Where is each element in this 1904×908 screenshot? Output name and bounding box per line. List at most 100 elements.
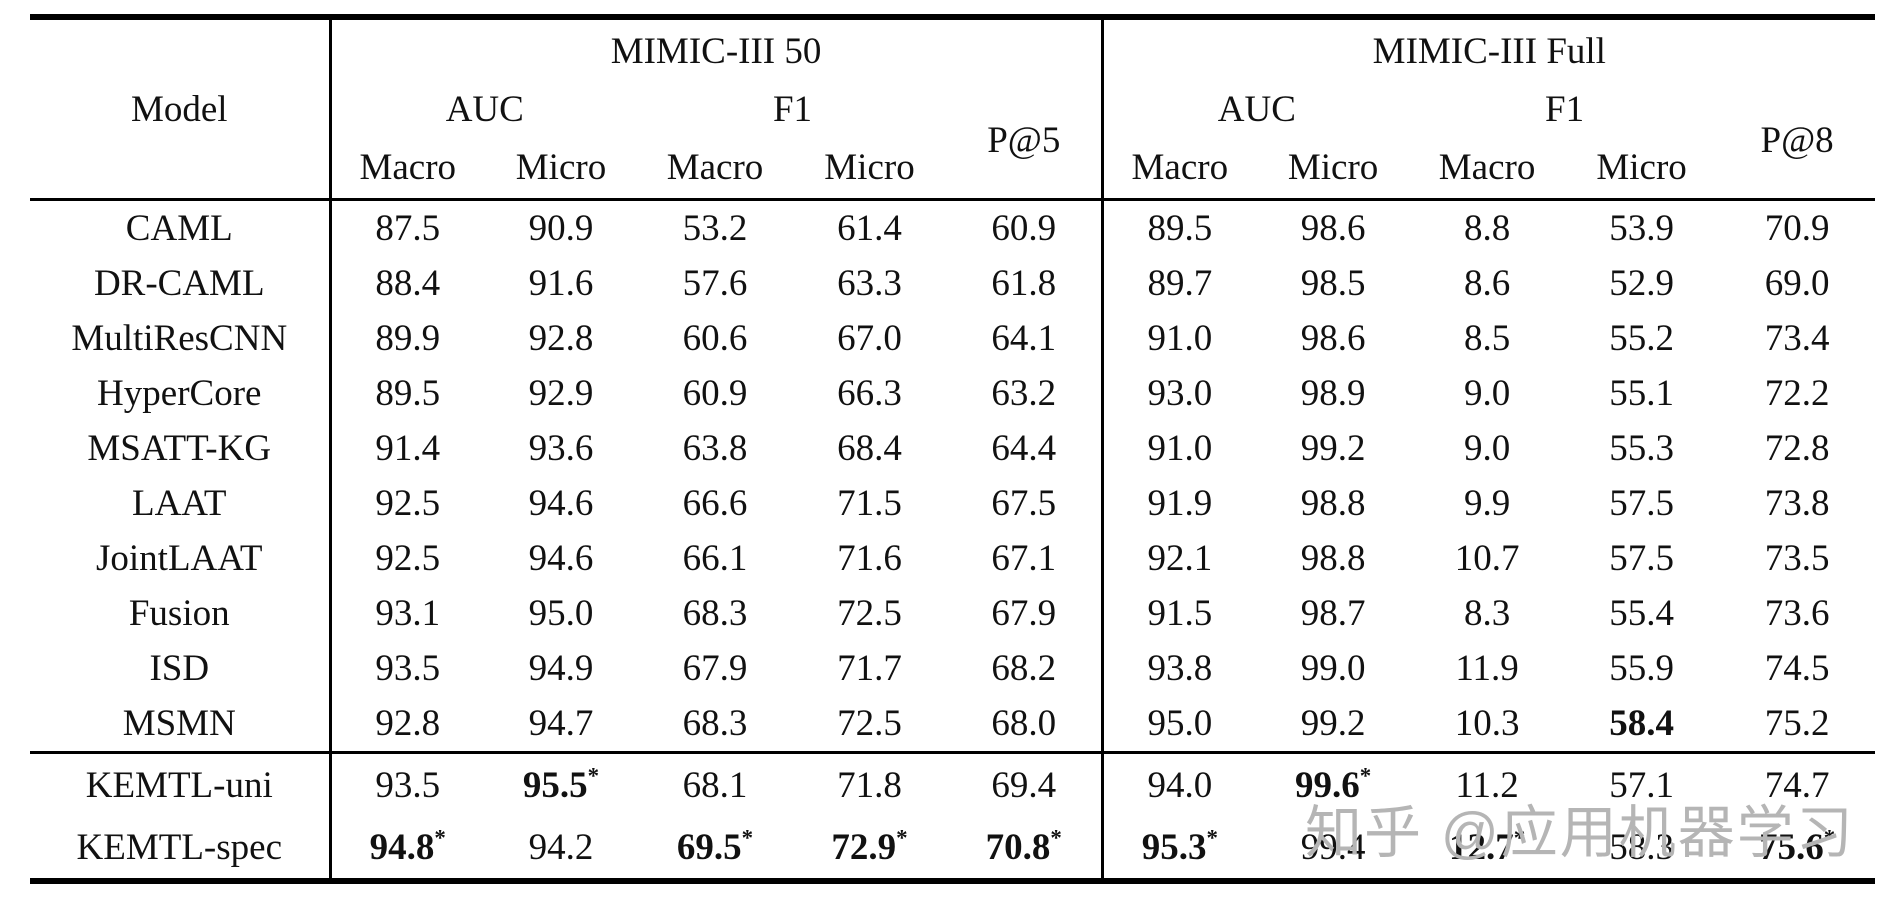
metric-value: 71.7 bbox=[837, 648, 902, 689]
table-row: MultiResCNN 89.9 92.8 60.6 67.0 64.1 91.0 98.6 8… bbox=[30, 311, 1875, 366]
metric-value: 91.0 bbox=[1147, 428, 1213, 469]
metric-value: 99.2 bbox=[1300, 428, 1366, 469]
metric-value: 74.7 bbox=[1764, 764, 1830, 806]
metric-value: 98.6 bbox=[1300, 208, 1366, 249]
model-name: KEMTL-spec bbox=[30, 816, 332, 881]
metric-value: 63.8 bbox=[682, 428, 748, 469]
column-header-macro-auc-full: Macro bbox=[1131, 146, 1229, 188]
metric-value: 55.3 bbox=[1609, 428, 1674, 469]
metric-value: 98.8 bbox=[1300, 483, 1366, 524]
table-row: KEMTL-spec 94.8* 94.2 69.5* 72.9* 70.8* 95.3* 9… bbox=[30, 816, 1875, 881]
metric-value: 12.7* bbox=[1448, 825, 1526, 868]
metric-value: 99.2 bbox=[1300, 703, 1366, 744]
metric-value: 55.1 bbox=[1609, 373, 1674, 414]
model-name: MSMN bbox=[30, 696, 332, 753]
metric-value: 93.1 bbox=[375, 593, 441, 634]
metric-value: 67.9 bbox=[682, 648, 748, 689]
model-name: LAAT bbox=[30, 476, 332, 531]
metric-value: 73.6 bbox=[1764, 593, 1830, 634]
metric-value: 89.5 bbox=[1147, 208, 1213, 249]
metric-value: 72.5 bbox=[837, 703, 902, 744]
model-name: MultiResCNN bbox=[30, 311, 332, 366]
metric-value: 98.9 bbox=[1300, 373, 1366, 414]
metric-value: 75.6* bbox=[1758, 825, 1836, 868]
metric-value: 55.4 bbox=[1609, 593, 1674, 634]
column-header-micro-auc-full: Micro bbox=[1287, 146, 1379, 188]
metric-value: 95.3* bbox=[1141, 825, 1218, 868]
metric-value: 53.2 bbox=[682, 208, 748, 249]
metric-value: 73.8 bbox=[1764, 483, 1830, 524]
significance-asterisk: * bbox=[1206, 825, 1218, 851]
subgroup-header-f1-full: F1 bbox=[1545, 88, 1585, 130]
significance-asterisk: * bbox=[741, 825, 754, 851]
column-header-micro-f1-full: Micro bbox=[1596, 146, 1687, 188]
column-header-p-at-5: P@5 bbox=[947, 82, 1104, 200]
metric-value: 71.6 bbox=[837, 538, 902, 579]
metric-value: 69.5* bbox=[676, 825, 754, 868]
table-row: HyperCore 89.5 92.9 60.9 66.3 63.2 93.0 98.9 9.0… bbox=[30, 366, 1875, 421]
metric-value: 68.1 bbox=[682, 764, 748, 806]
metric-value: 8.3 bbox=[1463, 593, 1511, 634]
column-header-macro-f1-full: Macro bbox=[1438, 146, 1536, 188]
metric-value: 74.5 bbox=[1764, 648, 1830, 689]
model-name: Fusion bbox=[30, 586, 332, 641]
column-header-macro-f1-50: Macro bbox=[666, 146, 764, 188]
metric-value: 9.0 bbox=[1463, 373, 1511, 414]
table-row: KEMTL-uni 93.5 95.5* 68.1 71.8 69.4 94.0 99.6* 1… bbox=[30, 752, 1875, 816]
metric-value: 73.5 bbox=[1764, 538, 1830, 579]
significance-asterisk: * bbox=[434, 825, 446, 851]
metric-value: 57.1 bbox=[1609, 764, 1674, 806]
metric-value: 99.6* bbox=[1294, 763, 1372, 806]
table-row: CAML 87.5 90.9 53.2 61.4 60.9 89.5 98.6 8.8 53.9 7… bbox=[30, 199, 1875, 256]
metric-value: 93.5 bbox=[375, 764, 441, 806]
metric-value: 67.0 bbox=[837, 318, 902, 359]
significance-asterisk: * bbox=[1359, 763, 1372, 789]
metric-value: 92.8 bbox=[528, 318, 594, 359]
metric-value: 68.2 bbox=[947, 641, 1104, 696]
metric-value: 58.3 bbox=[1609, 826, 1674, 868]
metric-value: 94.9 bbox=[528, 648, 594, 689]
column-header-micro-auc-50: Micro bbox=[515, 146, 607, 188]
metric-value: 72.9* bbox=[831, 825, 908, 868]
metric-value: 72.2 bbox=[1764, 373, 1830, 414]
table-row: MSATT-KG 91.4 93.6 63.8 68.4 64.4 91.0 99.2 9.0 5… bbox=[30, 421, 1875, 476]
metric-value: 94.2 bbox=[528, 826, 594, 868]
metric-value: 92.8 bbox=[375, 703, 441, 744]
table-header: Model MIMIC-III 50 MIMIC-III Full AUC F1… bbox=[30, 17, 1876, 200]
metric-value: 69.0 bbox=[1764, 263, 1830, 304]
column-header-model: Model bbox=[30, 17, 332, 200]
metric-value: 8.6 bbox=[1463, 263, 1511, 304]
metric-value: 60.6 bbox=[682, 318, 748, 359]
metric-value: 11.9 bbox=[1455, 648, 1519, 689]
table-row: Fusion 93.1 95.0 68.3 72.5 67.9 91.5 98.7 8.3 55.… bbox=[30, 586, 1875, 641]
metric-value: 67.1 bbox=[947, 531, 1104, 586]
metric-value: 91.4 bbox=[375, 428, 441, 469]
metric-value: 88.4 bbox=[375, 263, 441, 304]
metric-value: 64.1 bbox=[947, 311, 1104, 366]
metric-value: 94.7 bbox=[528, 703, 594, 744]
metric-value: 68.4 bbox=[837, 428, 902, 469]
metric-value: 67.5 bbox=[947, 476, 1104, 531]
metric-value: 66.3 bbox=[837, 373, 902, 414]
metric-value: 99.0 bbox=[1300, 648, 1366, 689]
metric-value: 89.7 bbox=[1147, 263, 1213, 304]
metric-value: 73.4 bbox=[1764, 318, 1830, 359]
metric-value: 9.9 bbox=[1463, 483, 1511, 524]
column-header-p-at-8: P@8 bbox=[1760, 119, 1834, 161]
metric-value: 8.8 bbox=[1463, 208, 1511, 249]
metric-value: 55.2 bbox=[1609, 318, 1674, 359]
metric-value: 68.3 bbox=[682, 593, 748, 634]
metric-value: 98.6 bbox=[1300, 318, 1366, 359]
metric-value: 95.5* bbox=[522, 763, 600, 806]
metric-value: 95.0 bbox=[528, 593, 594, 634]
metric-value: 64.4 bbox=[947, 421, 1104, 476]
metric-value: 94.6 bbox=[528, 538, 594, 579]
subgroup-header-auc-50: AUC bbox=[445, 88, 524, 130]
metric-value: 67.9 bbox=[947, 586, 1104, 641]
group-header-mimic3-50: MIMIC-III 50 bbox=[330, 17, 1104, 82]
metric-value: 10.3 bbox=[1454, 703, 1520, 744]
metric-value: 91.6 bbox=[528, 263, 594, 304]
metric-value: 10.7 bbox=[1454, 538, 1520, 579]
column-header-micro-f1-50: Micro bbox=[824, 146, 915, 188]
metric-value: 57.5 bbox=[1609, 538, 1674, 579]
